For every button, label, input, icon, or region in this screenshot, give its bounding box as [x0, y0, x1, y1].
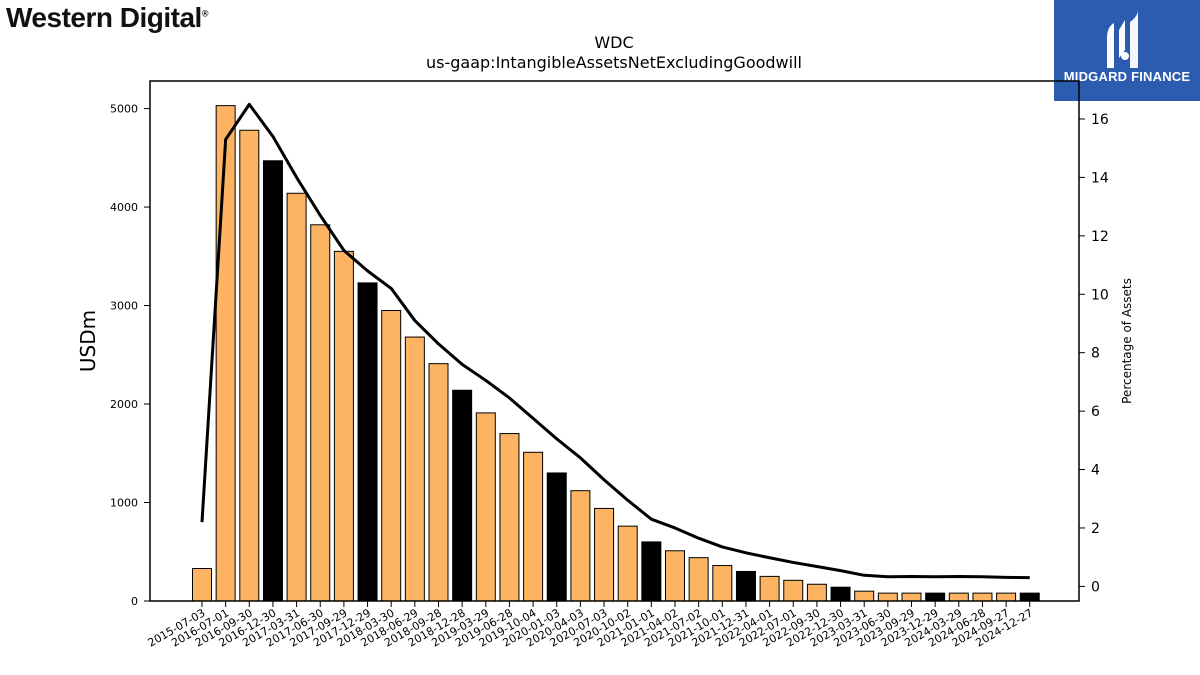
bar [735, 570, 756, 602]
y-tick-label: 4000 [110, 201, 138, 214]
bar [877, 592, 898, 602]
y2-tick-label: 14 [1091, 170, 1109, 186]
bar [925, 592, 946, 602]
bar [239, 129, 260, 602]
registered-mark: ® [201, 8, 209, 19]
bar [452, 389, 473, 602]
chart-subtitle: us-gaap:IntangibleAssetsNetExcludingGood… [426, 53, 802, 72]
bar [262, 160, 283, 602]
y2-tick-label: 16 [1091, 112, 1109, 128]
y-tick-label: 1000 [110, 497, 138, 510]
bar [594, 507, 615, 602]
bar [475, 412, 496, 602]
badge-label: MIDGARD FINANCE [1063, 69, 1191, 84]
bar [570, 490, 591, 602]
bar [310, 224, 331, 602]
bar [617, 525, 638, 602]
y-tick-label: 5000 [110, 103, 138, 116]
bar [381, 309, 402, 602]
series-line [200, 102, 1030, 580]
y2-tick-label: 0 [1091, 579, 1100, 595]
bar [830, 586, 851, 602]
bar [996, 592, 1017, 602]
y2-tick-label: 8 [1091, 346, 1100, 362]
y-axis-label: USDm [76, 310, 100, 372]
bar [948, 592, 969, 602]
bar [641, 541, 662, 602]
bar [523, 451, 544, 602]
bar [972, 592, 993, 602]
bar [688, 557, 709, 602]
y-tick-label: 0 [131, 595, 138, 608]
bar [712, 565, 733, 602]
bar [333, 250, 354, 602]
bar [499, 433, 520, 602]
chart-title: WDC [594, 33, 633, 52]
bar [428, 363, 449, 602]
bar [192, 568, 212, 602]
y2-tick-label: 6 [1091, 404, 1100, 420]
bar [759, 575, 780, 602]
bar [215, 105, 236, 602]
y-tick-label: 3000 [110, 300, 138, 313]
plot-frame [149, 80, 1080, 602]
bar [854, 590, 875, 602]
bar [1019, 592, 1040, 602]
bar [357, 282, 378, 602]
bar [286, 192, 307, 602]
y2-tick-label: 12 [1091, 229, 1109, 245]
midgard-logo-icon [1107, 10, 1138, 68]
y2-axis-label: Percentage of Assets [1120, 278, 1134, 404]
y2-tick-label: 10 [1091, 287, 1109, 303]
brand-name: Western Digital [6, 2, 202, 33]
bar [783, 579, 804, 602]
bar [901, 592, 922, 602]
bar [404, 336, 425, 602]
brand-logo: Western Digital® [6, 2, 208, 34]
y2-tick-label: 4 [1091, 463, 1100, 479]
y-tick-label: 2000 [110, 398, 138, 411]
y2-tick-label: 2 [1091, 521, 1100, 537]
plot-area: 01000200030004000500002468101214162015-0… [110, 103, 1109, 650]
bar [665, 550, 685, 602]
bar [546, 472, 567, 602]
bar [806, 583, 827, 602]
